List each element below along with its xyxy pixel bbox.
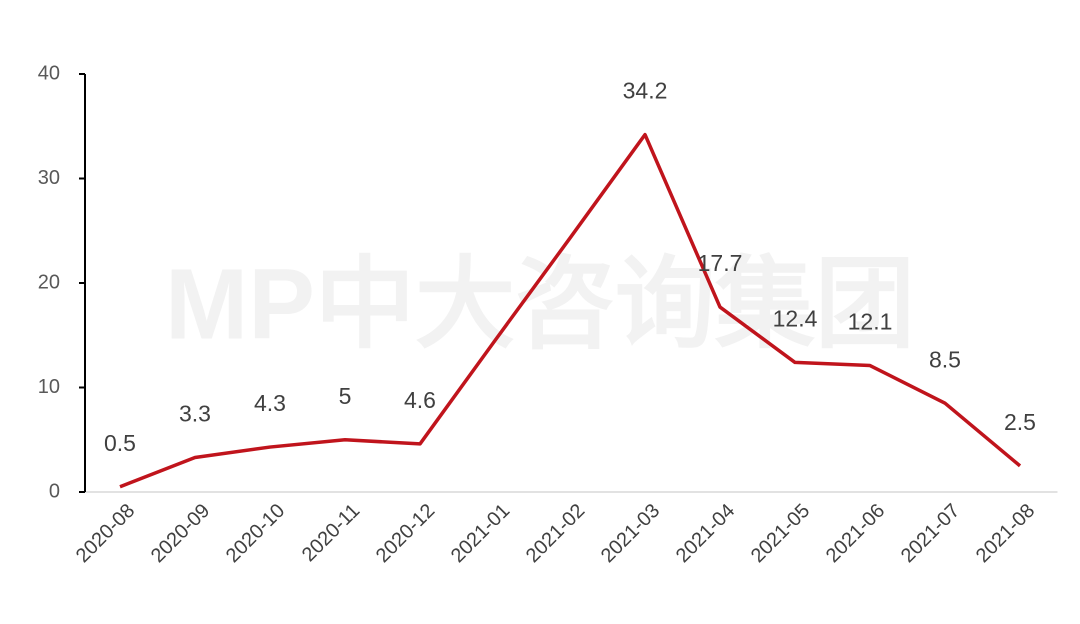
x-tick-label: 2021-02 (522, 500, 589, 567)
value-label: 17.7 (698, 250, 743, 276)
value-label: 4.6 (404, 387, 436, 413)
x-tick-label: 2021-07 (897, 500, 964, 567)
x-tick-label: 2021-06 (822, 500, 889, 567)
value-label: 0.5 (104, 430, 136, 456)
x-tick-label: 2021-08 (972, 500, 1039, 567)
value-label: 3.3 (179, 401, 211, 427)
value-label: 12.4 (773, 305, 818, 331)
value-label: 8.5 (929, 346, 961, 372)
y-tick-label: 30 (38, 167, 60, 189)
y-tick-label: 20 (38, 271, 60, 293)
x-tick-label: 2021-04 (672, 500, 739, 567)
y-tick-label: 10 (38, 376, 60, 398)
x-tick-label: 2021-01 (447, 500, 514, 567)
x-tick-label: 2021-05 (747, 500, 814, 567)
value-label: 34.2 (623, 78, 668, 104)
x-tick-label: 2020-10 (222, 500, 289, 567)
data-line (119, 132, 1022, 489)
x-tick-label: 2020-08 (72, 500, 139, 567)
y-tick-label: 0 (49, 480, 60, 502)
value-label: 12.1 (848, 309, 893, 335)
value-label: 5 (339, 383, 352, 409)
x-tick-label: 2020-09 (147, 500, 214, 567)
value-label: 2.5 (1004, 409, 1036, 435)
x-tick-label: 2021-03 (597, 500, 664, 567)
x-tick-label: 2020-12 (372, 500, 439, 567)
y-tick-label: 40 (38, 62, 60, 84)
x-tick-label: 2020-11 (298, 500, 364, 566)
value-label: 4.3 (254, 390, 286, 416)
watermark: MP中大咨询集团 (165, 248, 915, 360)
